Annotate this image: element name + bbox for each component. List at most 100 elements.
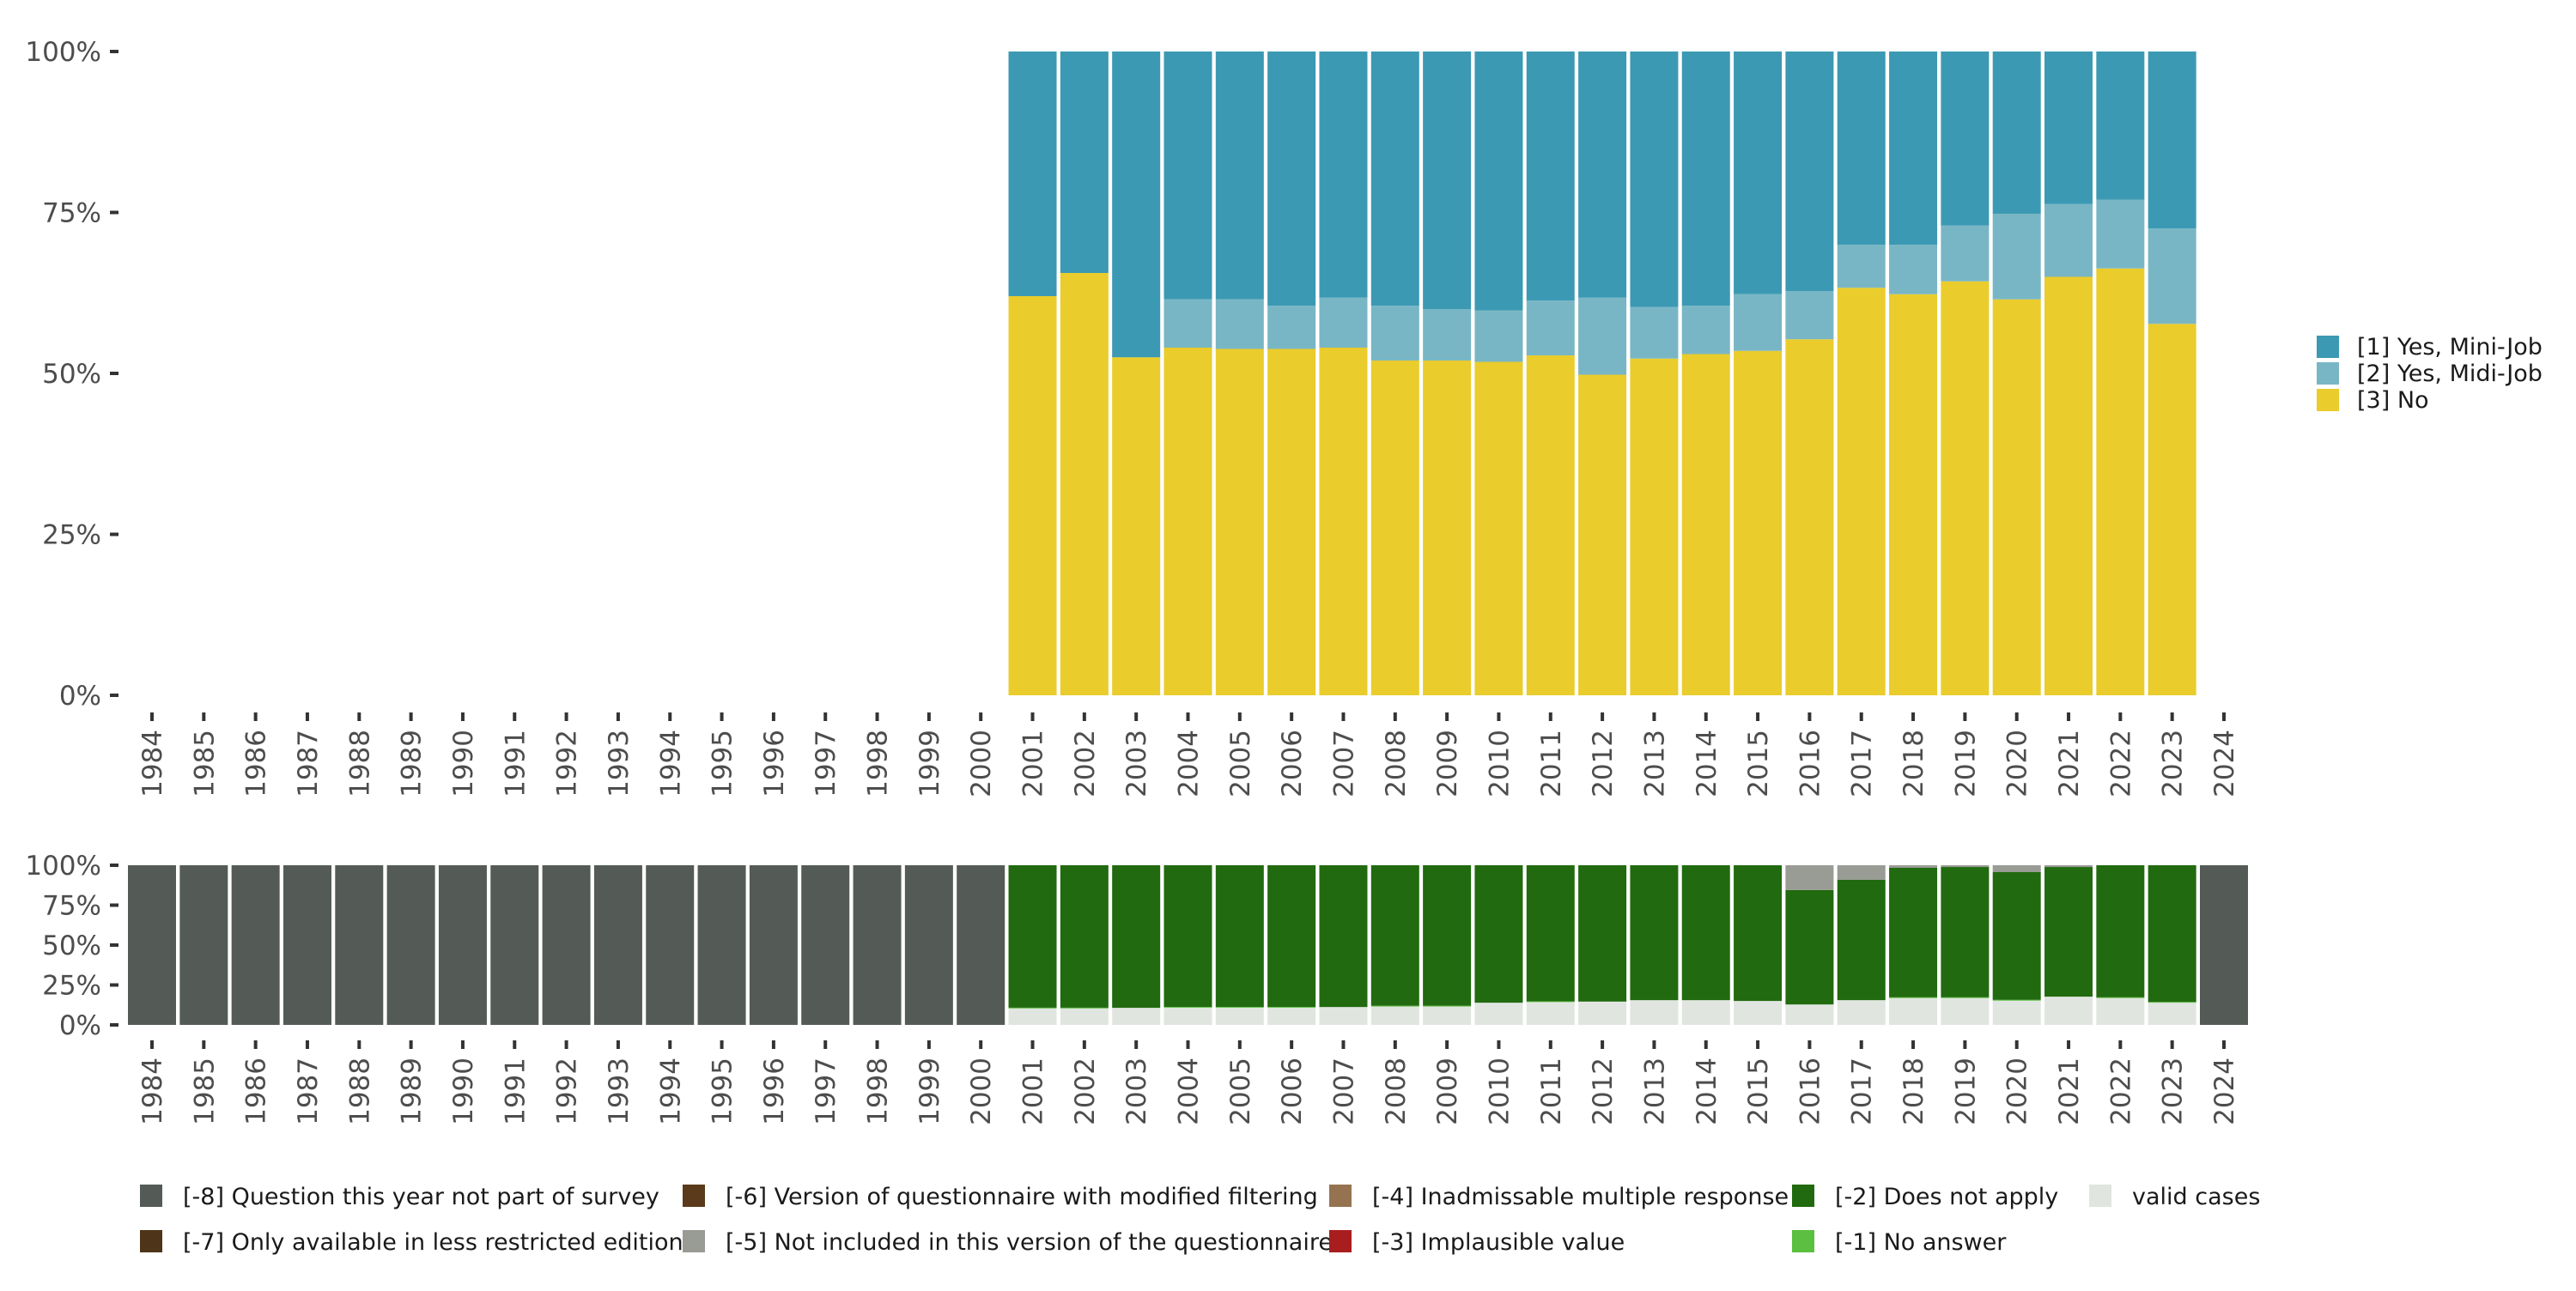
x-tick-label: 1996 <box>759 1058 790 1125</box>
bar-segment <box>1578 52 1627 298</box>
x-tick-label: 1994 <box>655 1058 686 1125</box>
x-tick-label: 2023 <box>2158 1058 2189 1125</box>
bar-segment <box>231 865 280 1025</box>
legend-swatch <box>2089 1185 2111 1207</box>
bar-segment <box>1630 52 1679 307</box>
bar-segment <box>2044 276 2093 695</box>
legend-swatch <box>2317 389 2339 411</box>
legend-swatch <box>1792 1185 1814 1207</box>
bar-segment <box>1681 1000 1730 1025</box>
bar-segment <box>1267 349 1316 695</box>
y-tick-label: 25% <box>42 971 101 1002</box>
legend-label: [-4] Inadmissable multiple response <box>1372 1184 1789 1210</box>
legend-swatch <box>1329 1185 1352 1207</box>
x-tick-label: 1986 <box>241 1058 272 1125</box>
legend-label: [-7] Only available in less restricted e… <box>183 1229 683 1256</box>
x-tick-label: 1989 <box>397 730 428 797</box>
bar-segment <box>1578 1001 1627 1025</box>
bar-segment <box>2148 52 2196 229</box>
x-tick-label: 2019 <box>1950 1058 1981 1125</box>
bar-segment <box>1060 865 1109 1008</box>
bar-segment <box>1734 865 1783 1002</box>
x-tick-label: 2008 <box>1381 1058 1412 1125</box>
bar-segment <box>1267 865 1316 1007</box>
bar-segment <box>2096 52 2145 200</box>
x-tick-label: 1990 <box>448 1058 479 1125</box>
bar-segment <box>1630 306 1679 359</box>
bar-segment <box>1474 52 1523 311</box>
bar-segment <box>1215 52 1264 300</box>
x-tick-label: 2013 <box>1639 730 1670 797</box>
bar-segment <box>1785 865 1834 890</box>
x-tick-label: 2012 <box>1588 730 1619 797</box>
x-tick-label: 1987 <box>293 730 324 797</box>
bar-segment <box>1734 350 1783 695</box>
x-tick-label: 1985 <box>189 730 220 797</box>
bar-segment <box>1681 52 1730 306</box>
legend-swatch <box>1792 1230 1814 1252</box>
x-tick-label: 2024 <box>2209 1058 2240 1125</box>
bar-segment <box>1526 52 1575 301</box>
x-tick-label: 2021 <box>2054 730 2085 797</box>
bar-segment <box>1370 1006 1419 1025</box>
bar-segment <box>1008 296 1057 695</box>
y-tick-label: 75% <box>42 891 101 922</box>
bar-segment <box>1267 1006 1316 1008</box>
bar-segment <box>2148 865 2196 1003</box>
x-tick-label: 1999 <box>914 1058 945 1125</box>
bar-segment <box>1112 357 1161 695</box>
bar-segment <box>1267 1007 1316 1025</box>
bar-segment <box>1370 306 1419 361</box>
bar-segment <box>1941 225 1990 282</box>
bar-segment <box>646 865 695 1025</box>
x-tick-label: 1993 <box>604 730 635 797</box>
bar-segment <box>1889 294 1938 695</box>
x-tick-label: 2002 <box>1070 730 1101 797</box>
bar-segment <box>1474 310 1523 362</box>
bottom-legend: [-8] Question this year not part of surv… <box>140 1184 2260 1256</box>
bar-segment <box>2096 997 2145 1025</box>
bar-segment <box>1423 1005 1472 1007</box>
bar-segment <box>1008 1007 1057 1009</box>
bar-segment <box>1215 1006 1264 1008</box>
bar-segment <box>1423 1006 1472 1025</box>
y-tick-label: 25% <box>42 520 101 551</box>
x-tick-label: 2017 <box>1847 730 1878 797</box>
x-tick-label: 2010 <box>1484 1058 1515 1125</box>
bar-segment <box>1992 871 2041 1000</box>
x-tick-label: 2016 <box>1795 730 1826 797</box>
bar-segment <box>1941 867 1990 997</box>
bar-segment <box>1837 1000 1886 1025</box>
legend-swatch <box>140 1185 162 1207</box>
bar-segment <box>1992 214 2041 300</box>
y-tick-label: 0% <box>59 681 101 712</box>
bar-segment <box>1267 52 1316 306</box>
bar-segment <box>1630 1000 1679 1025</box>
x-tick-label: 2013 <box>1639 1058 1670 1125</box>
bar-segment <box>1889 245 1938 294</box>
y-tick-label: 75% <box>42 198 101 229</box>
bar-segment <box>1889 997 1938 1025</box>
bar-segment <box>2044 203 2093 277</box>
x-tick-label: 2009 <box>1432 730 1463 797</box>
x-tick-label: 2016 <box>1795 1058 1826 1125</box>
x-tick-label: 2001 <box>1018 730 1049 797</box>
bar-segment <box>1370 52 1419 306</box>
y-tick-label: 0% <box>59 1010 101 1041</box>
legend-label: [-8] Question this year not part of surv… <box>183 1184 659 1210</box>
y-tick-label: 50% <box>42 930 101 961</box>
bar-segment <box>749 865 798 1025</box>
top-legend: [1] Yes, Mini-Job[2] Yes, Midi-Job[3] No <box>2317 334 2543 414</box>
bar-segment <box>1941 997 1990 1025</box>
bar-segment <box>2148 228 2196 324</box>
bar-segment <box>1992 299 2041 695</box>
legend-label: [1] Yes, Mini-Job <box>2357 334 2543 361</box>
x-tick-label: 2024 <box>2209 730 2240 797</box>
bar-segment <box>1163 299 1212 348</box>
legend-swatch <box>683 1185 705 1207</box>
bar-segment <box>1837 288 1886 695</box>
x-tick-label: 2011 <box>1536 730 1567 797</box>
bar-segment <box>283 865 331 1025</box>
x-tick-label: 1996 <box>759 730 790 797</box>
bar-segment <box>1681 865 1730 1001</box>
